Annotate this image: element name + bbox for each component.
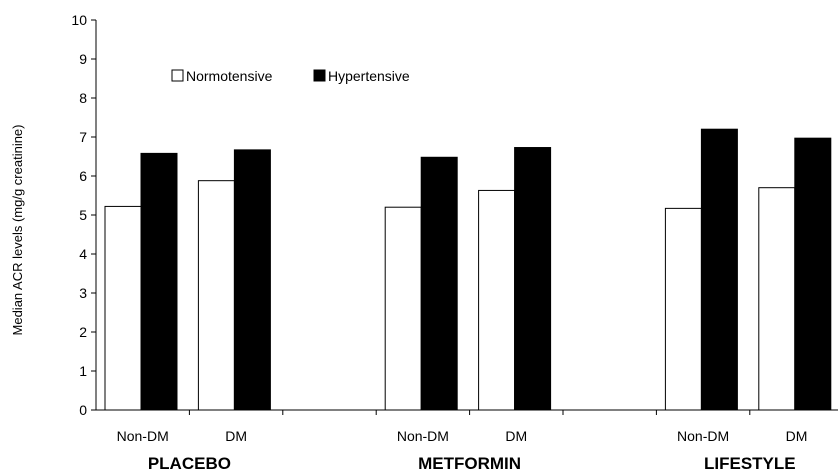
bar-normotensive-1	[104, 205, 142, 411]
x-category-label: Non-DM	[397, 428, 449, 444]
axes: 0 1 2 3 4 5 6 7 8 9 10 Non-DM DM Non-DM DM Non-DM DM PLAC…	[71, 12, 838, 472]
bar-normotensive-2	[197, 180, 235, 411]
y-tick-label: 8	[79, 90, 87, 106]
y-tick-label: 9	[79, 51, 87, 67]
x-category-label: Non-DM	[117, 428, 169, 444]
x-category-label: DM	[505, 428, 527, 444]
bar-normotensive-3	[384, 206, 422, 411]
bar-normotensive-5	[664, 207, 702, 411]
legend: Normotensive Hypertensive	[171, 68, 410, 84]
y-tick-label: 1	[79, 363, 87, 379]
bar-hypertensive-3	[420, 156, 458, 411]
y-axis-label: Median ACR levels (mg/g creatinine)	[10, 125, 25, 336]
bar-hypertensive-6	[794, 137, 832, 411]
y-tick-label: 10	[71, 12, 87, 28]
group-label-lifestyle: LIFESTYLE	[704, 454, 796, 472]
y-tick-label: 2	[79, 324, 87, 340]
bar-normotensive-6	[758, 187, 796, 411]
y-tick-label: 7	[79, 129, 87, 145]
legend-swatch-normotensive	[171, 69, 184, 82]
y-tick-label: 3	[79, 285, 87, 301]
y-tick-label: 5	[79, 207, 87, 223]
x-category-label: DM	[225, 428, 247, 444]
legend-label-hypertensive: Hypertensive	[328, 68, 410, 84]
legend-label-normotensive: Normotensive	[186, 68, 273, 84]
group-label-metformin: METFORMIN	[418, 454, 521, 472]
x-category-label: DM	[786, 428, 808, 444]
y-tick-label: 0	[79, 402, 87, 418]
x-category-label: Non-DM	[677, 428, 729, 444]
legend-swatch-hypertensive	[313, 69, 326, 82]
bar-hypertensive-4	[514, 147, 552, 411]
bar-hypertensive-2	[233, 149, 271, 411]
y-tick-label: 6	[79, 168, 87, 184]
bars	[104, 128, 832, 411]
bar-hypertensive-1	[140, 152, 178, 411]
bar-hypertensive-5	[700, 128, 738, 411]
y-tick-label: 4	[79, 246, 87, 262]
bar-normotensive-4	[478, 189, 516, 411]
group-label-placebo: PLACEBO	[148, 454, 231, 472]
